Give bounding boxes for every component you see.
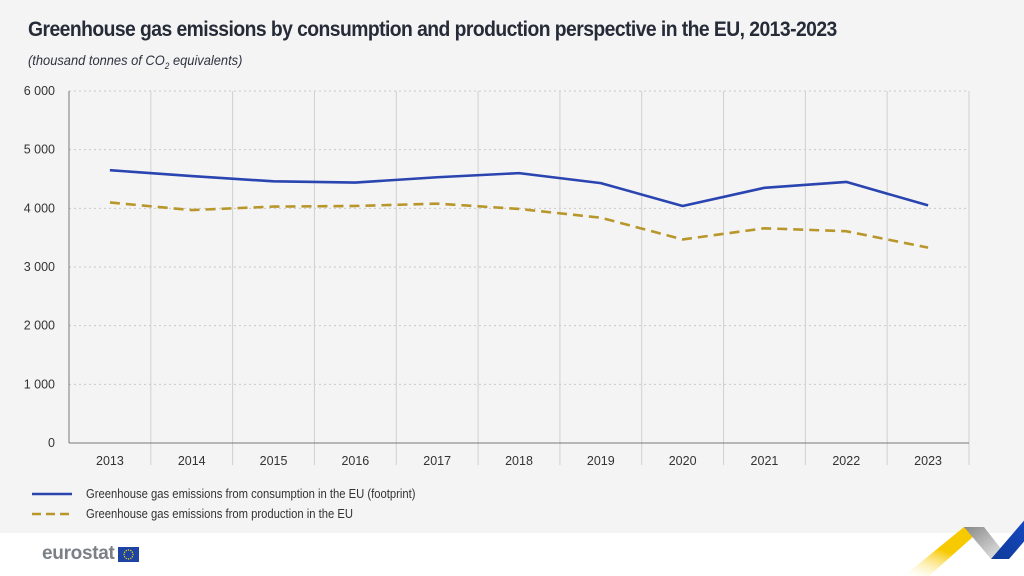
logo-text: eurostat — [42, 543, 115, 564]
y-tick-label: 3 000 — [24, 260, 55, 274]
flag-star — [127, 557, 129, 560]
subtitle-text: (thousand tonnes of CO — [28, 52, 165, 68]
flag-star — [125, 549, 127, 551]
legend-item-production[interactable]: Greenhouse gas emissions from production… — [32, 504, 452, 524]
decorative-ribbon-icon — [904, 520, 1024, 576]
flag-star — [123, 555, 125, 557]
legend-label: Greenhouse gas emissions from production… — [86, 507, 354, 521]
legend-label: Greenhouse gas emissions from consumptio… — [86, 487, 416, 501]
chart-subtitle: (thousand tonnes of CO2 equivalents) — [28, 52, 242, 71]
x-tick-label: 2021 — [751, 454, 779, 468]
line-chart: 0 1 000 2 000 3 000 4 000 5 000 6 000 2013 2014… — [24, 84, 970, 468]
x-tick-label: 2015 — [260, 454, 288, 468]
eurostat-logo[interactable]: eurostat — [42, 543, 139, 565]
flag-star — [127, 548, 129, 551]
y-tick-label: 0 — [48, 436, 55, 450]
subtitle-subscript: 2 — [164, 60, 170, 71]
series-lines — [109, 168, 929, 249]
y-axis-ticks: 0 1 000 2 000 3 000 4 000 5 000 6 000 — [24, 84, 55, 450]
eu-flag-icon — [117, 546, 139, 562]
flag-star — [123, 551, 125, 553]
chart-title: Greenhouse gas emissions by consumption … — [28, 18, 837, 41]
flag-star — [131, 551, 133, 553]
y-tick-label: 2 000 — [24, 319, 55, 333]
x-tick-label: 2020 — [669, 454, 697, 468]
x-tick-label: 2016 — [341, 454, 369, 468]
x-axis-ticks: 2013 2014 2015 2016 2017 2018 2019 2020 2021 2022… — [96, 454, 942, 468]
legend-swatch-solid — [32, 492, 72, 496]
y-tick-label: 6 000 — [24, 84, 55, 98]
x-tick-label: 2019 — [587, 454, 615, 468]
y-tick-label: 4 000 — [24, 201, 55, 215]
x-tick-label: 2018 — [505, 454, 533, 468]
flag-star — [131, 553, 134, 555]
y-tick-label: 5 000 — [24, 143, 55, 157]
y-tick-label: 1 000 — [24, 377, 55, 391]
flag-star — [122, 553, 125, 555]
subtitle-text-end: equivalents) — [169, 52, 243, 68]
flag-star — [131, 555, 133, 557]
axes — [68, 91, 969, 444]
x-tick-label: 2017 — [423, 454, 451, 468]
flag-star — [129, 549, 132, 551]
x-tick-label: 2014 — [178, 454, 206, 468]
legend-item-consumption[interactable]: Greenhouse gas emissions from consumptio… — [32, 484, 452, 504]
flag-star — [125, 557, 127, 559]
legend: Greenhouse gas emissions from consumptio… — [32, 484, 452, 524]
x-tick-label: 2023 — [914, 454, 942, 468]
legend-swatch-dashed — [32, 512, 72, 516]
gridlines — [69, 90, 970, 465]
flag-star — [129, 557, 132, 559]
x-tick-label: 2022 — [832, 454, 860, 468]
x-tick-label: 2013 — [96, 454, 124, 468]
